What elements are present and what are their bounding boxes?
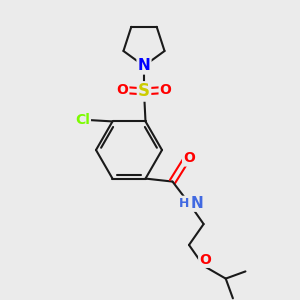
Text: S: S <box>138 82 150 100</box>
Text: N: N <box>190 196 203 211</box>
Text: H: H <box>179 197 190 210</box>
Text: O: O <box>199 253 211 267</box>
Text: Cl: Cl <box>75 113 90 127</box>
Text: O: O <box>116 83 128 97</box>
Text: O: O <box>160 83 172 97</box>
Text: N: N <box>138 58 150 74</box>
Text: O: O <box>183 152 195 166</box>
